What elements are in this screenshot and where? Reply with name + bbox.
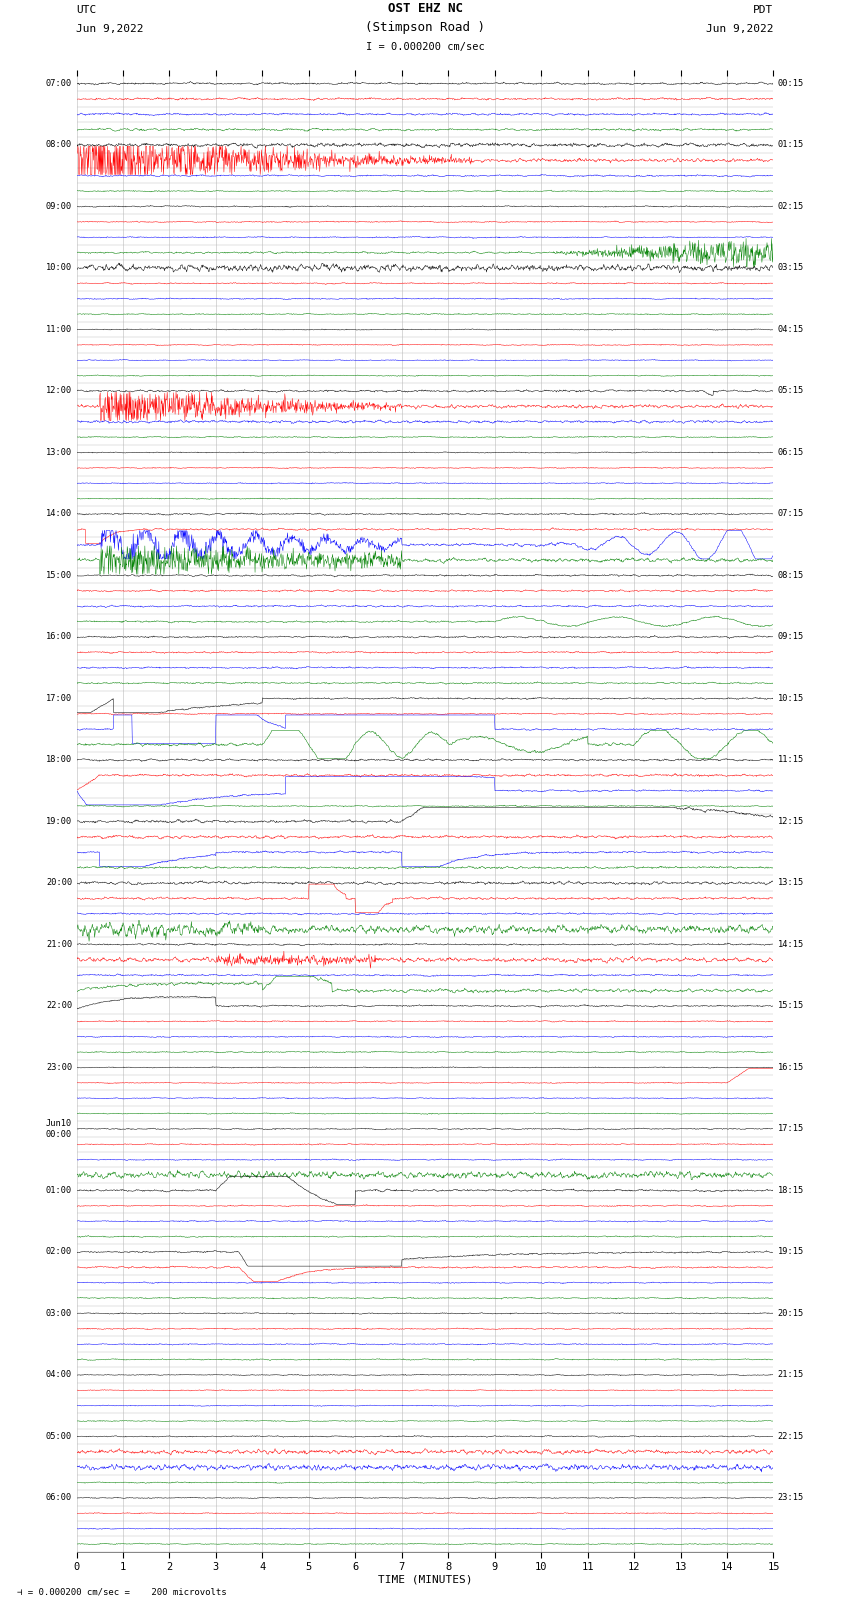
Text: 18:15: 18:15 (778, 1186, 804, 1195)
Text: PDT: PDT (753, 5, 774, 15)
Text: 07:15: 07:15 (778, 510, 804, 518)
Text: 11:15: 11:15 (778, 755, 804, 765)
Text: 06:15: 06:15 (778, 448, 804, 456)
Text: 12:00: 12:00 (46, 387, 72, 395)
Text: 04:15: 04:15 (778, 324, 804, 334)
Text: 10:00: 10:00 (46, 263, 72, 273)
Text: 15:00: 15:00 (46, 571, 72, 581)
Text: 04:00: 04:00 (46, 1371, 72, 1379)
Text: 08:15: 08:15 (778, 571, 804, 581)
Text: 02:15: 02:15 (778, 202, 804, 211)
Text: 08:00: 08:00 (46, 140, 72, 150)
Text: Jun 9,2022: Jun 9,2022 (76, 24, 144, 34)
Text: 13:15: 13:15 (778, 879, 804, 887)
Text: 22:15: 22:15 (778, 1432, 804, 1440)
Text: 21:00: 21:00 (46, 940, 72, 948)
Text: (Stimpson Road ): (Stimpson Road ) (365, 21, 485, 34)
X-axis label: TIME (MINUTES): TIME (MINUTES) (377, 1574, 473, 1586)
Text: 02:00: 02:00 (46, 1247, 72, 1257)
Text: 16:15: 16:15 (778, 1063, 804, 1073)
Text: 23:15: 23:15 (778, 1494, 804, 1502)
Text: 11:00: 11:00 (46, 324, 72, 334)
Text: 19:15: 19:15 (778, 1247, 804, 1257)
Text: 09:15: 09:15 (778, 632, 804, 642)
Text: 14:15: 14:15 (778, 940, 804, 948)
Text: 05:15: 05:15 (778, 387, 804, 395)
Text: I = 0.000200 cm/sec: I = 0.000200 cm/sec (366, 42, 484, 52)
Text: 20:15: 20:15 (778, 1308, 804, 1318)
Text: UTC: UTC (76, 5, 97, 15)
Text: 21:15: 21:15 (778, 1371, 804, 1379)
Text: 03:00: 03:00 (46, 1308, 72, 1318)
Text: 06:00: 06:00 (46, 1494, 72, 1502)
Text: OST EHZ NC: OST EHZ NC (388, 2, 462, 15)
Text: Jun 9,2022: Jun 9,2022 (706, 24, 774, 34)
Text: Jun10
00:00: Jun10 00:00 (46, 1119, 72, 1139)
Text: 13:00: 13:00 (46, 448, 72, 456)
Text: ⊣ = 0.000200 cm/sec =    200 microvolts: ⊣ = 0.000200 cm/sec = 200 microvolts (17, 1587, 227, 1597)
Text: 07:00: 07:00 (46, 79, 72, 89)
Text: 01:00: 01:00 (46, 1186, 72, 1195)
Text: 20:00: 20:00 (46, 879, 72, 887)
Text: 22:00: 22:00 (46, 1002, 72, 1010)
Text: 18:00: 18:00 (46, 755, 72, 765)
Text: 05:00: 05:00 (46, 1432, 72, 1440)
Text: 03:15: 03:15 (778, 263, 804, 273)
Text: 09:00: 09:00 (46, 202, 72, 211)
Text: 10:15: 10:15 (778, 694, 804, 703)
Text: 19:00: 19:00 (46, 816, 72, 826)
Text: 00:15: 00:15 (778, 79, 804, 89)
Text: 14:00: 14:00 (46, 510, 72, 518)
Text: 01:15: 01:15 (778, 140, 804, 150)
Text: 23:00: 23:00 (46, 1063, 72, 1073)
Text: 17:00: 17:00 (46, 694, 72, 703)
Text: 17:15: 17:15 (778, 1124, 804, 1134)
Text: 15:15: 15:15 (778, 1002, 804, 1010)
Text: 16:00: 16:00 (46, 632, 72, 642)
Text: 12:15: 12:15 (778, 816, 804, 826)
